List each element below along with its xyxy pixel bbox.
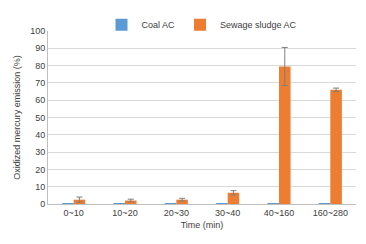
svg-text:160~280: 160~280: [313, 208, 348, 218]
svg-text:50: 50: [35, 113, 45, 123]
svg-text:40~160: 40~160: [264, 208, 294, 218]
svg-text:10: 10: [35, 182, 45, 192]
svg-text:70: 70: [35, 78, 45, 88]
svg-text:60: 60: [35, 95, 45, 105]
svg-text:0~10: 0~10: [64, 208, 84, 218]
svg-text:20: 20: [35, 165, 45, 175]
svg-text:Coal AC: Coal AC: [142, 20, 176, 30]
svg-text:10~20: 10~20: [112, 208, 137, 218]
svg-text:20~30: 20~30: [164, 208, 189, 218]
svg-text:80: 80: [35, 61, 45, 71]
svg-text:30: 30: [35, 147, 45, 157]
svg-text:0: 0: [40, 199, 45, 209]
svg-text:90: 90: [35, 43, 45, 53]
svg-text:Sewage sludge AC: Sewage sludge AC: [220, 20, 297, 30]
svg-text:40: 40: [35, 130, 45, 140]
svg-text:30~40: 30~40: [215, 208, 240, 218]
svg-text:Oxidized mercury emission (%): Oxidized mercury emission (%): [12, 55, 22, 180]
svg-text:Time (min): Time (min): [181, 220, 224, 230]
svg-text:100: 100: [30, 26, 45, 36]
